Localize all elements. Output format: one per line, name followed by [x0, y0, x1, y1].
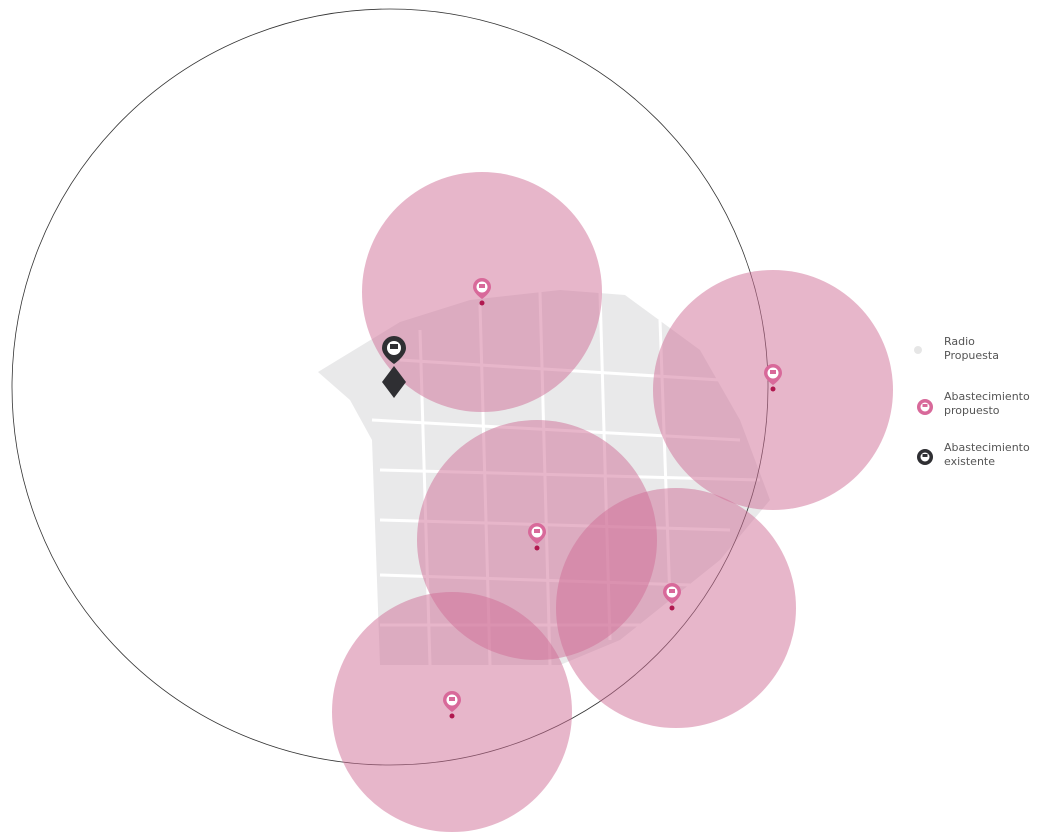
legend-label-line: propuesto	[944, 404, 1000, 417]
legend-label-line: Propuesta	[944, 349, 999, 362]
legend-label: Abastecimiento existente	[944, 441, 1033, 468]
legend-swatch	[914, 346, 922, 354]
legend-swatch	[917, 449, 933, 465]
legend-label: Radio Propuesta	[944, 335, 999, 362]
legend-label-line: Radio	[944, 335, 975, 348]
existing-pin	[382, 336, 406, 398]
legend-label-line: Abastecimiento	[944, 441, 1030, 454]
legend-label: Abastecimiento propuesto	[944, 390, 1033, 417]
legend-label-line: existente	[944, 455, 995, 468]
legend: Radio Propuesta Abastecimiento propuesto…	[914, 335, 1033, 468]
legend-label-line: Abastecimiento	[944, 390, 1030, 403]
legend-swatch	[917, 399, 933, 415]
